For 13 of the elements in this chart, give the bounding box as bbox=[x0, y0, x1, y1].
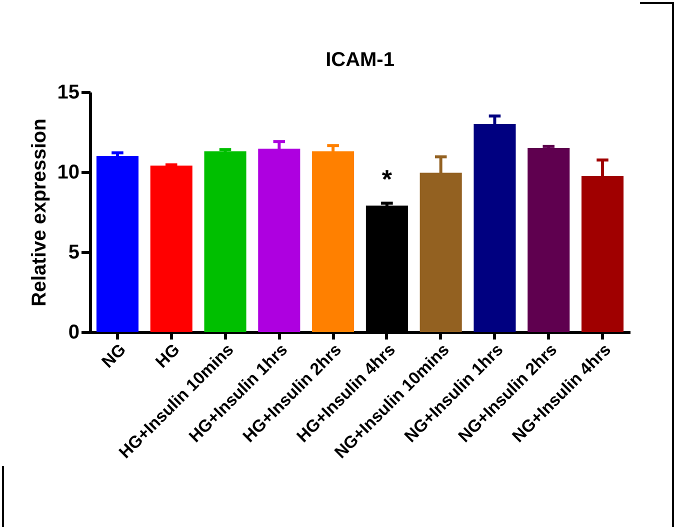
bar bbox=[312, 151, 354, 332]
chart-title: ICAM-1 bbox=[326, 49, 394, 71]
y-tick-label: 10 bbox=[57, 162, 80, 184]
bar bbox=[150, 166, 192, 332]
y-axis-title: Relative expression bbox=[28, 118, 50, 306]
y-tick-label: 15 bbox=[57, 82, 80, 104]
y-tick-label: 5 bbox=[68, 242, 80, 264]
annotation: * bbox=[382, 164, 393, 194]
x-tick-label: HG bbox=[152, 340, 184, 372]
x-tick-label: NG bbox=[98, 340, 130, 372]
bar bbox=[528, 148, 570, 332]
bar bbox=[204, 151, 246, 332]
y-tick-label: 0 bbox=[68, 322, 80, 344]
